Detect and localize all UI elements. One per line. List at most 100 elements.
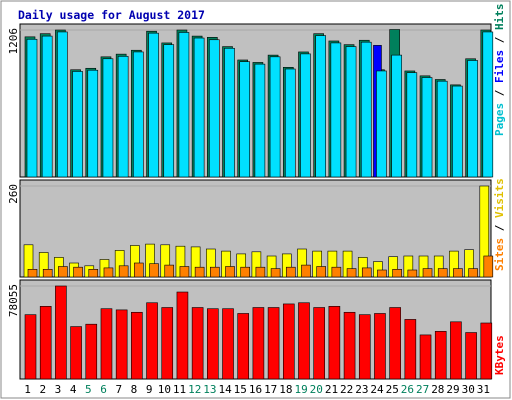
kbytes-bar	[161, 307, 174, 380]
pages-bar	[452, 85, 463, 178]
pages-bar	[163, 44, 175, 178]
pages-bar	[178, 32, 190, 178]
pages-bar	[269, 56, 281, 178]
pages-bar	[224, 47, 235, 178]
y-max-label: 1206	[7, 28, 20, 55]
sites-bar	[225, 266, 235, 278]
x-tick-label: 27	[416, 383, 429, 396]
kbytes-bar	[480, 322, 493, 380]
pages-bar	[421, 77, 433, 178]
pages-bar	[254, 63, 266, 178]
legend: Sites / Visits	[493, 178, 506, 271]
kbytes-bar	[298, 302, 310, 380]
kbytes-bar	[115, 309, 128, 380]
kbytes-bar	[252, 307, 265, 380]
legend: KBytes	[493, 335, 506, 375]
sites-bar	[361, 267, 372, 278]
x-tick-label: 31	[477, 383, 490, 396]
x-tick-label: 24	[370, 383, 384, 396]
kbytes-bar	[191, 307, 204, 380]
x-tick-label: 29	[446, 383, 459, 396]
pages-bar	[284, 68, 296, 178]
kbytes-bar	[39, 306, 52, 380]
x-tick-label: 15	[234, 383, 247, 396]
kbytes-bar	[282, 303, 295, 380]
sites-bar	[194, 266, 205, 278]
pages-bar	[376, 70, 387, 178]
x-tick-label: 5	[85, 383, 92, 396]
sites-bar	[164, 264, 175, 278]
pages-bar	[193, 37, 205, 178]
pages-bar	[482, 31, 494, 178]
sites-bar	[134, 262, 144, 278]
kbytes-bar	[24, 314, 37, 380]
sites-bar	[179, 266, 190, 278]
kbytes-bar	[404, 319, 417, 380]
sites-bar	[73, 266, 83, 278]
sites-bar	[331, 266, 342, 278]
kbytes-bar	[465, 332, 477, 380]
sites-bar	[42, 268, 53, 278]
pages-bar	[406, 72, 418, 178]
x-tick-label: 26	[401, 383, 414, 396]
pages-bar	[148, 32, 159, 178]
x-tick-label: 23	[355, 383, 368, 396]
kbytes-bar	[222, 308, 234, 380]
legend-sites: Sites	[493, 238, 506, 271]
x-tick-label: 21	[325, 383, 338, 396]
x-tick-label: 19	[294, 383, 307, 396]
kbytes-bar	[343, 311, 356, 380]
kbytes-bar	[450, 321, 462, 380]
kbytes-bar	[55, 285, 67, 380]
kbytes-bar	[176, 291, 189, 380]
legend: Pages / Files / Hits	[493, 4, 506, 137]
pages-bar	[467, 60, 478, 178]
x-tick-label: 10	[158, 383, 171, 396]
sites-bar	[103, 267, 114, 278]
pages-bar	[345, 46, 357, 178]
x-tick-label: 25	[386, 383, 399, 396]
kbytes-bar	[389, 307, 401, 380]
sites-bar	[240, 266, 251, 278]
x-tick-label: 7	[115, 383, 122, 396]
kbytes-bar	[207, 308, 219, 380]
pages-bar	[26, 38, 38, 178]
sites-bar	[285, 266, 296, 278]
sites-bar	[316, 266, 326, 278]
pages-bar	[133, 51, 144, 178]
pages-bar	[436, 80, 448, 178]
pages-bar	[360, 41, 372, 178]
x-tick-label: 6	[100, 383, 107, 396]
sites-bar	[27, 268, 38, 278]
sites-bar	[377, 269, 387, 278]
kbytes-bar	[70, 326, 82, 380]
kbytes-bar	[131, 311, 143, 380]
kbytes-bar	[85, 323, 98, 380]
pages-bar	[330, 42, 342, 178]
pages-bar	[209, 39, 220, 178]
x-tick-label: 9	[146, 383, 153, 396]
sites-bar	[255, 266, 266, 278]
sites-bar	[468, 268, 478, 278]
sites-bar	[407, 269, 418, 278]
pages-bar	[57, 31, 68, 178]
chart-title: Daily usage for August 2017	[18, 8, 205, 22]
kbytes-bar	[328, 306, 341, 380]
legend-visits: Visits	[493, 178, 506, 218]
sites-bar	[346, 268, 357, 278]
sites-bar	[149, 263, 159, 278]
legend-separator: /	[493, 30, 506, 50]
x-tick-label: 18	[279, 383, 292, 396]
pages-bar	[239, 61, 251, 178]
x-tick-label: 28	[431, 383, 444, 396]
y-max-label: 260	[7, 184, 20, 204]
kbytes-bar	[419, 334, 432, 380]
x-tick-label: 14	[218, 383, 232, 396]
legend-separator: /	[493, 83, 506, 103]
kbytes-bar	[313, 307, 325, 380]
legend-hits: Hits	[493, 4, 506, 31]
kbytes-bar	[100, 308, 113, 380]
sites-bar	[118, 265, 129, 278]
